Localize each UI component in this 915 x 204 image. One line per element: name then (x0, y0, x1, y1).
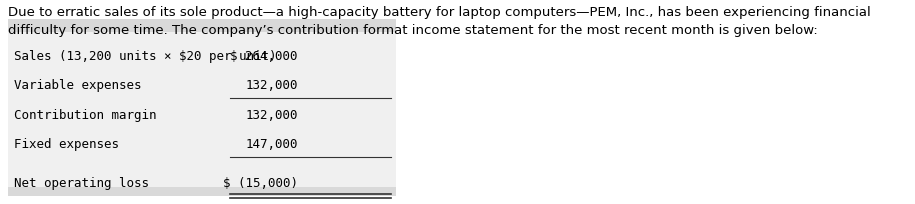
Text: Contribution margin: Contribution margin (14, 109, 156, 122)
Text: Variable expenses: Variable expenses (14, 79, 141, 92)
Text: Net operating loss: Net operating loss (14, 177, 148, 190)
Text: Due to erratic sales of its sole product—a high-capacity battery for laptop comp: Due to erratic sales of its sole product… (7, 6, 870, 37)
Text: 147,000: 147,000 (245, 138, 298, 151)
Bar (7, 32, 396, 187)
Text: 132,000: 132,000 (245, 109, 298, 122)
Text: Sales (13,200 units × $20 per unit): Sales (13,200 units × $20 per unit) (14, 50, 276, 63)
Bar (7, 19, 396, 32)
Text: $ 264,000: $ 264,000 (231, 50, 298, 63)
Text: 132,000: 132,000 (245, 79, 298, 92)
Text: Fixed expenses: Fixed expenses (14, 138, 119, 151)
Bar (7, 187, 396, 196)
Text: $ (15,000): $ (15,000) (223, 177, 298, 190)
